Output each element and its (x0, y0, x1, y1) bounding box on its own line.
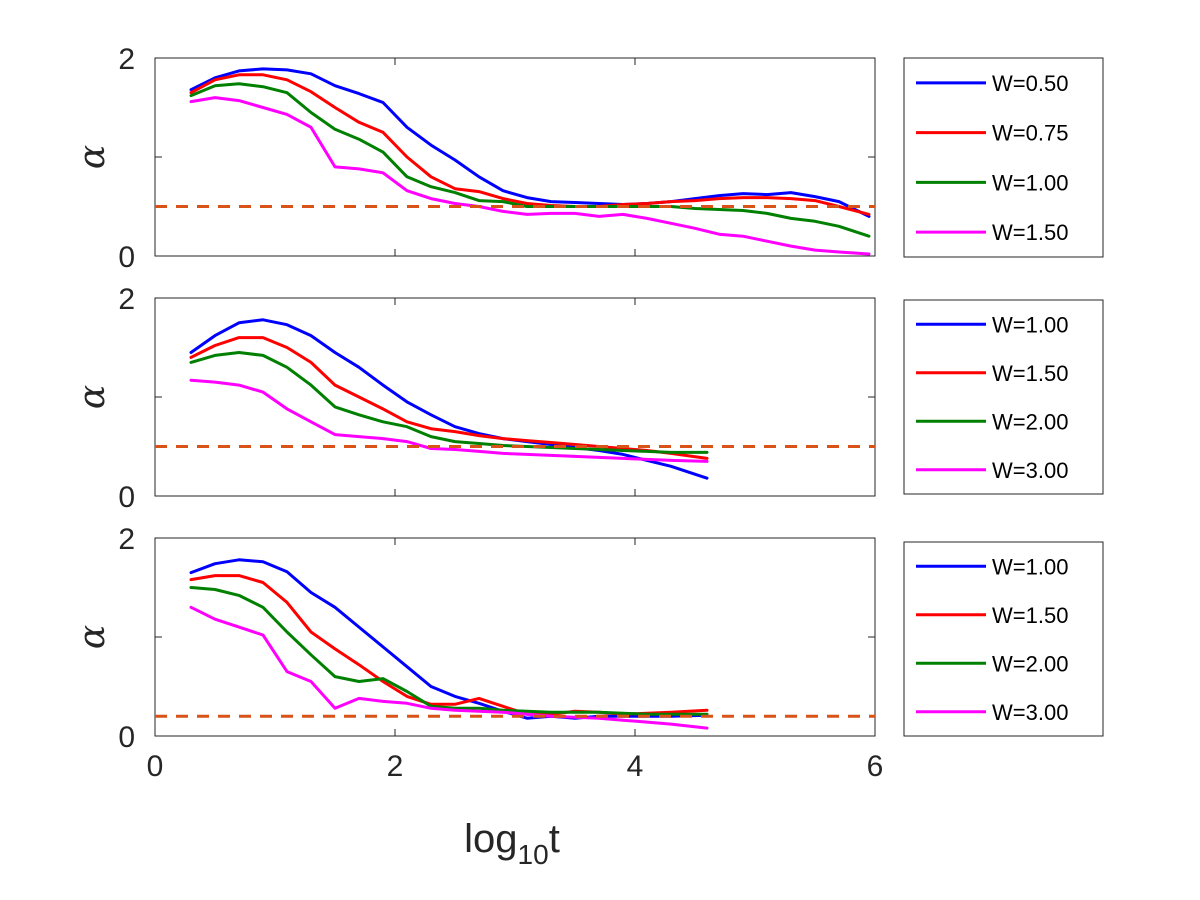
y-axis-label: α (72, 145, 113, 169)
panel-middle: 0 2 α W=1.00 W=1.50 W=2.00 W=3.00 (72, 283, 1104, 514)
legend-label: W=1.50 (992, 603, 1068, 628)
series-line-W=1.00 (189, 558, 709, 720)
series-line-W=1.00 (189, 82, 871, 238)
legend-label: W=1.00 (992, 554, 1068, 579)
legend: W=0.50 W=0.75 W=1.00 W=1.50 (903, 57, 1104, 258)
series-line-W=1.00 (189, 318, 709, 480)
panel-top: 0 2 α W=0.50 W=0.75 W=1.00 W=1.50 (72, 43, 1104, 274)
x-axis-label: log10t (464, 817, 560, 870)
legend-label: W=3.00 (992, 700, 1068, 725)
legend-label: W=0.75 (992, 121, 1068, 146)
legend: W=1.00 W=1.50 W=2.00 W=3.00 (903, 299, 1104, 495)
x-tick-label: 2 (387, 750, 404, 783)
series-line-W=3.00 (189, 605, 709, 730)
legend-box (903, 299, 1104, 495)
panel-bottom: 0 2 4 6 0 2 α W=1.00 W=1.50 W=2.00 W=3.00 (72, 523, 1104, 783)
legend-label: W=1.00 (992, 312, 1068, 337)
y-tick-label: 0 (118, 481, 135, 514)
x-tick-label: 6 (867, 750, 884, 783)
legend-box (903, 541, 1104, 737)
legend-label: W=3.00 (992, 458, 1068, 483)
series-line-W=0.75 (189, 73, 871, 216)
x-axis-label-tail: t (549, 817, 560, 861)
series-line-W=2.00 (189, 351, 709, 454)
x-tick-label: 0 (147, 750, 164, 783)
y-tick-label: 0 (118, 721, 135, 754)
legend: W=1.00 W=1.50 W=2.00 W=3.00 (903, 541, 1104, 737)
y-axis-label: α (72, 385, 113, 409)
legend-label: W=2.00 (992, 409, 1068, 434)
series-line-W=2.00 (189, 586, 709, 716)
x-axis-label-base: log (464, 817, 517, 861)
legend-label: W=1.00 (992, 170, 1068, 195)
y-tick-label: 0 (118, 241, 135, 274)
legend-label: W=1.50 (992, 220, 1068, 245)
series-line-W=1.50 (189, 336, 709, 460)
x-axis-label-subscript: 10 (518, 839, 549, 870)
series-line-W=1.50 (189, 96, 871, 256)
legend-box (903, 57, 1104, 258)
y-tick-label: 2 (118, 523, 135, 556)
axes-box (154, 537, 876, 737)
legend-label: W=2.00 (992, 651, 1068, 676)
axes-box (154, 297, 876, 497)
y-tick-label: 2 (118, 283, 135, 316)
series-line-W=0.50 (189, 67, 871, 218)
legend-label: W=0.50 (992, 71, 1068, 96)
y-tick-label: 2 (118, 43, 135, 76)
series-line-W=3.00 (189, 378, 709, 463)
legend-label: W=1.50 (992, 361, 1068, 386)
x-tick-label: 4 (627, 750, 644, 783)
y-axis-label: α (72, 625, 113, 649)
